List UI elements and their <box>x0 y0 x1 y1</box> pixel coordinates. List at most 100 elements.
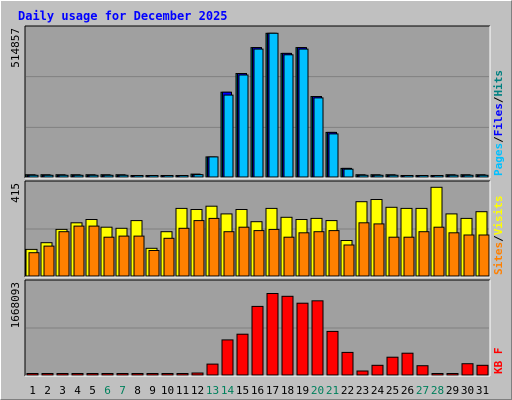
bar-sites <box>328 230 340 277</box>
x-tick-label: 12 <box>191 384 204 397</box>
bar-sites <box>253 230 265 277</box>
bar-pages <box>58 174 69 178</box>
legend-entry: Pages <box>492 143 505 176</box>
bar-sites <box>448 232 460 277</box>
x-tick-label: 16 <box>251 384 264 397</box>
legend-separator: / <box>492 136 505 143</box>
x-tick-label: 21 <box>326 384 339 397</box>
legend: Pages/Files/Hits <box>492 70 505 176</box>
x-tick-label: 2 <box>44 384 51 397</box>
bar-pages <box>208 156 219 178</box>
bar-sites <box>433 226 445 277</box>
bar-kb-f <box>176 373 189 376</box>
bar-kb-f <box>401 352 414 376</box>
bar-sites <box>313 231 325 277</box>
bar-kb-f <box>371 364 384 376</box>
bar-kb-f <box>86 373 99 376</box>
bar-sites <box>418 231 430 277</box>
bar-sites <box>478 234 490 277</box>
x-tick-label: 13 <box>206 384 219 397</box>
bar-sites <box>193 220 205 277</box>
bar-kb-f <box>191 372 204 376</box>
legend: KB F <box>492 348 505 375</box>
bar-sites <box>298 232 310 277</box>
x-tick-label: 22 <box>341 384 354 397</box>
bar-sites <box>103 236 115 277</box>
bar-kb-f <box>311 300 324 376</box>
bar-kb-f <box>341 351 354 376</box>
bar-kb-f <box>221 339 234 376</box>
bar-sites <box>88 225 100 277</box>
legend-entry: Visits <box>492 196 505 236</box>
bar-kb-f <box>416 365 429 376</box>
bar-sites <box>223 231 235 277</box>
bar-pages <box>73 174 84 178</box>
bar-sites <box>343 244 355 277</box>
legend-separator: / <box>492 235 505 242</box>
x-tick-label: 31 <box>476 384 489 397</box>
x-tick-label: 23 <box>356 384 369 397</box>
x-tick-label: 27 <box>416 384 429 397</box>
bar-sites <box>238 226 250 277</box>
bar-pages <box>478 174 489 178</box>
bar-sites <box>403 236 415 277</box>
bar-pages <box>418 175 429 178</box>
bar-sites <box>148 250 160 277</box>
bar-sites <box>208 217 220 277</box>
bar-kb-f <box>281 295 294 376</box>
x-tick-label: 10 <box>161 384 174 397</box>
bar-pages <box>298 48 309 178</box>
bar-pages <box>148 175 159 178</box>
x-tick-label: 20 <box>311 384 324 397</box>
x-tick-label: 3 <box>59 384 66 397</box>
bar-kb-f <box>356 370 369 376</box>
x-tick-label: 18 <box>281 384 294 397</box>
legend-entry: Hits <box>492 70 505 97</box>
bar-pages <box>388 174 399 178</box>
y-max-label: 415 <box>9 183 22 203</box>
legend-entry: KB F <box>492 348 505 375</box>
bar-pages <box>178 175 189 178</box>
bar-pages <box>88 174 99 178</box>
bar-kb-f <box>116 373 129 376</box>
bar-pages <box>403 175 414 178</box>
bar-kb-f <box>476 364 489 376</box>
bar-sites <box>178 227 190 277</box>
bar-kb-f <box>146 373 159 376</box>
bar-sites <box>358 222 370 277</box>
bar-sites <box>388 236 400 277</box>
bar-pages <box>463 174 474 178</box>
x-tick-label: 30 <box>461 384 474 397</box>
x-tick-label: 1 <box>29 384 36 397</box>
bar-kb-f <box>461 363 474 376</box>
bar-kb-f <box>56 373 69 376</box>
x-tick-label: 11 <box>176 384 189 397</box>
bar-kb-f <box>251 305 264 376</box>
bar-sites <box>268 228 280 277</box>
bar-kb-f <box>131 373 144 376</box>
bar-sites <box>28 252 40 277</box>
bar-kb-f <box>296 302 309 376</box>
x-tick-label: 15 <box>236 384 249 397</box>
chart-title: Daily usage for December 2025 <box>18 9 228 23</box>
bar-pages <box>193 174 204 178</box>
legend: Sites/Visits <box>492 196 505 276</box>
x-tick-label: 14 <box>221 384 235 397</box>
legend-entry: Sites <box>492 242 505 275</box>
legend-entry: Files <box>492 103 505 136</box>
x-tick-label: 19 <box>296 384 309 397</box>
bar-pages <box>313 97 324 178</box>
x-tick-label: 6 <box>104 384 111 397</box>
bar-kb-f <box>326 330 339 376</box>
bar-pages <box>253 48 264 178</box>
bar-sites <box>118 235 130 277</box>
x-tick-label: 5 <box>89 384 96 397</box>
legend-separator: / <box>492 96 505 103</box>
bar-kb-f <box>161 373 174 376</box>
bar-kb-f <box>266 293 279 376</box>
x-tick-label: 26 <box>401 384 414 397</box>
bar-kb-f <box>41 373 54 376</box>
bar-sites <box>283 236 295 277</box>
bar-kb-f <box>71 373 84 376</box>
